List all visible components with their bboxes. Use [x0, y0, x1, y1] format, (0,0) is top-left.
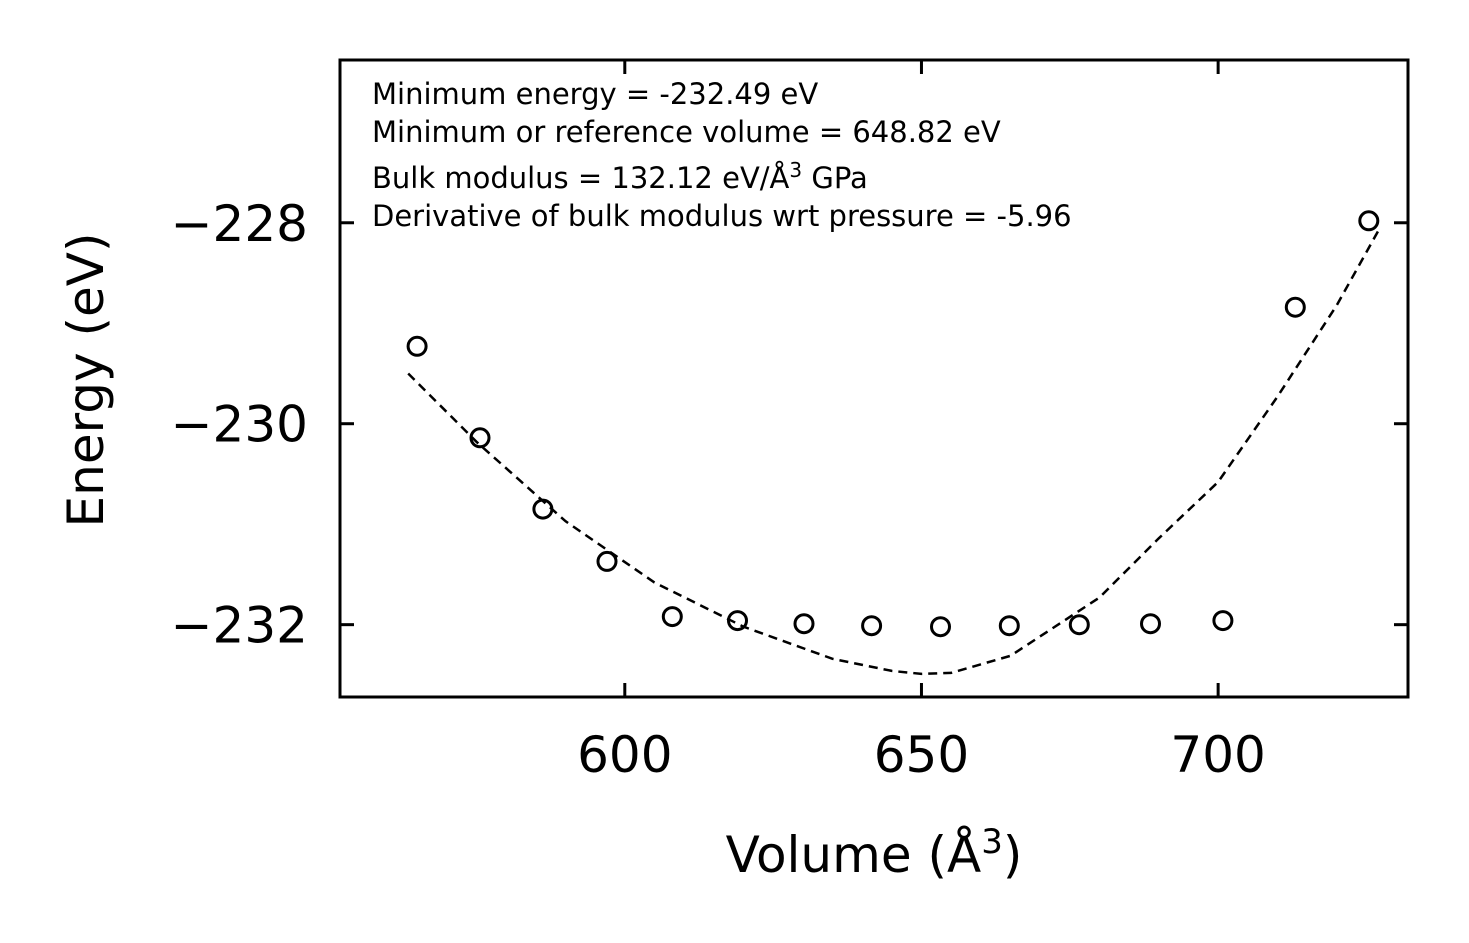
data-point-10 — [1068, 614, 1090, 636]
data-point-9 — [998, 615, 1020, 637]
data-point-1 — [469, 427, 491, 449]
annotation-bulk-modulus: Bulk modulus = 132.12 eV/Å3 GPa — [372, 158, 868, 195]
annotation-minimum-energy: Minimum energy = -232.49 eV — [372, 77, 818, 111]
x-axis-label: Volume (Å3) — [726, 822, 1023, 884]
data-point-13 — [1284, 296, 1306, 318]
data-point-5 — [727, 610, 748, 632]
y-tick-label-1: −230 — [171, 396, 308, 454]
y-axis-ticks: −228 −230 −232 — [171, 195, 1408, 655]
data-point-3 — [596, 550, 618, 572]
annotation-reference-volume: Minimum or reference volume = 648.82 eV — [372, 115, 1001, 149]
data-point-12 — [1212, 610, 1234, 632]
data-point-6 — [793, 613, 815, 635]
x-axis-ticks: 600 650 700 — [577, 60, 1266, 784]
data-point-7 — [861, 615, 883, 637]
y-axis-label: Energy (eV) — [57, 233, 115, 528]
y-tick-label-0: −228 — [171, 195, 308, 253]
annotation-bulk-modulus-derivative: Derivative of bulk modulus wrt pressure … — [372, 199, 1072, 233]
data-point-14 — [1358, 210, 1380, 232]
data-point-0 — [406, 335, 428, 357]
data-point-2 — [532, 498, 554, 520]
plot-area — [406, 210, 1380, 676]
y-tick-label-2: −232 — [171, 597, 308, 655]
data-point-11 — [1140, 613, 1161, 635]
plot-frame — [338, 58, 1410, 699]
x-tick-label-650: 650 — [874, 726, 969, 784]
annotation-block: Minimum energy = -232.49 eV Minimum or r… — [372, 77, 1072, 233]
data-point-4 — [661, 606, 683, 628]
fit-curve — [407, 230, 1380, 676]
x-tick-label-600: 600 — [577, 726, 672, 784]
x-tick-label-700: 700 — [1170, 726, 1265, 784]
data-point-8 — [930, 616, 951, 638]
